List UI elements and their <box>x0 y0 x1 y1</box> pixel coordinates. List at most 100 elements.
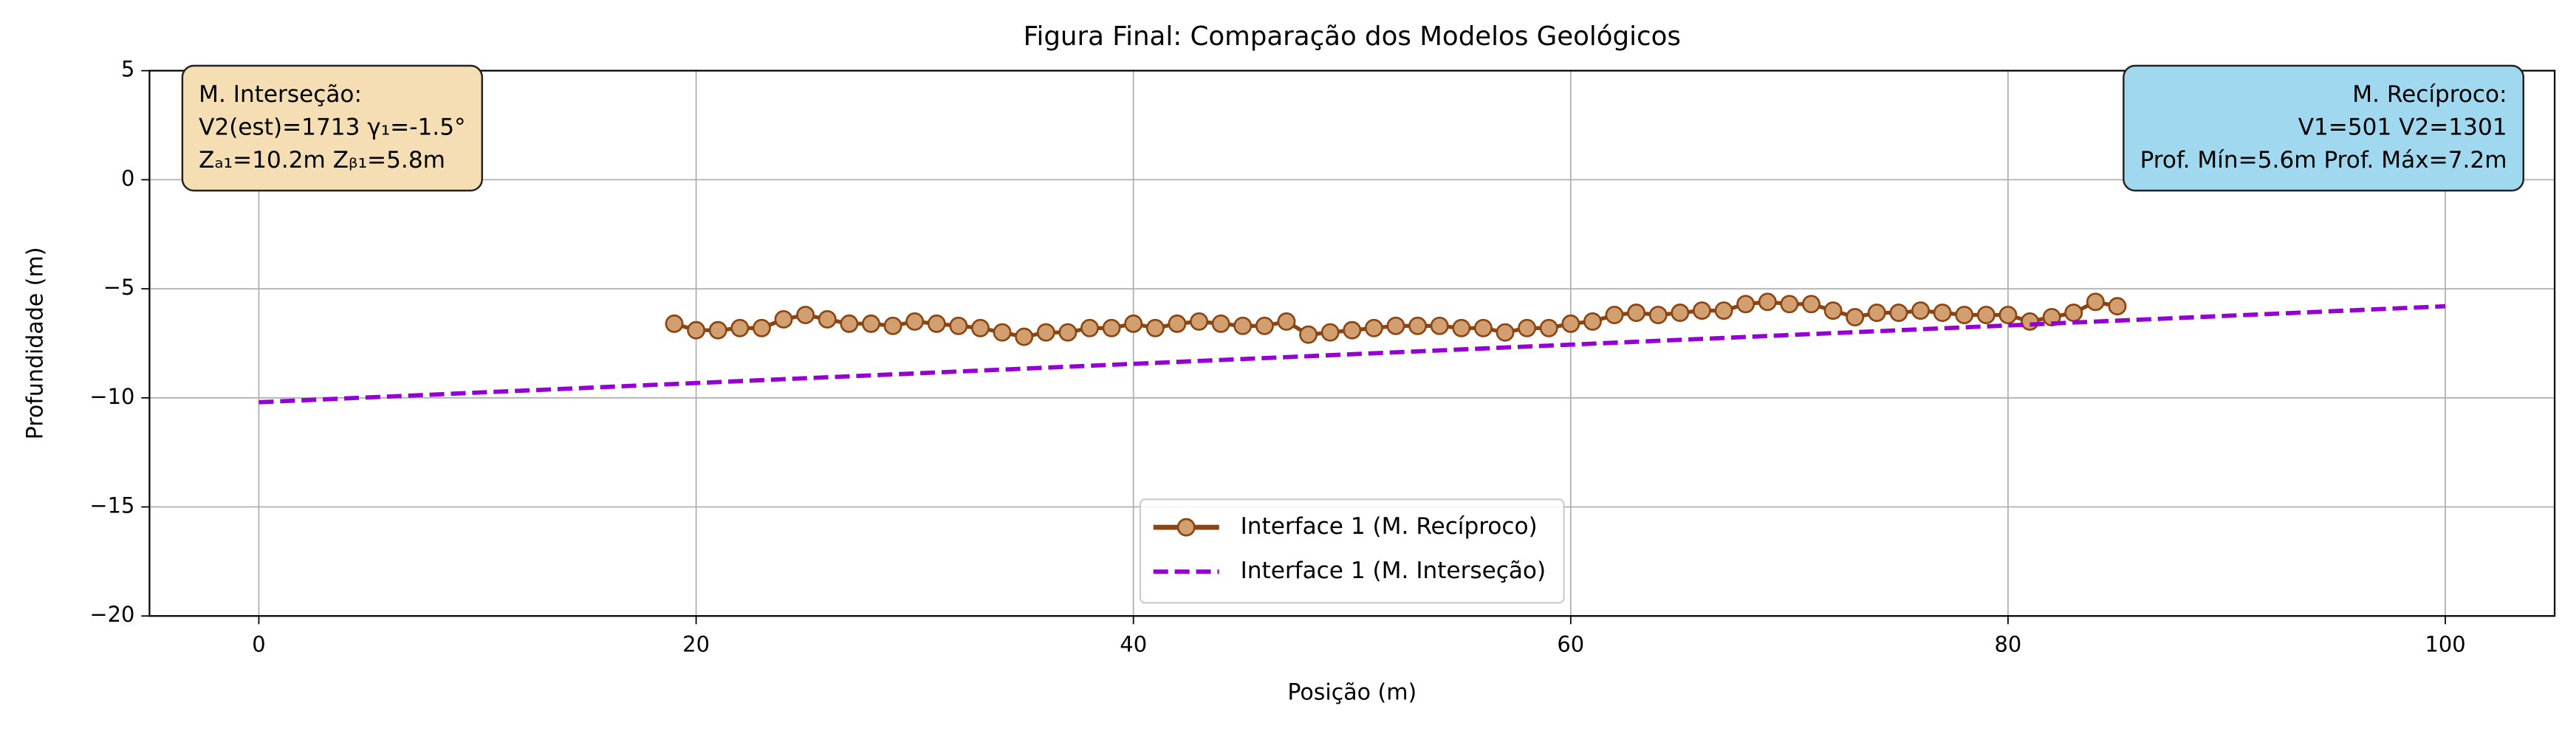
annotation: M. Interseção: V2(est)=1713 γ₁=-1.5° Zₐ₁=1… <box>181 64 484 192</box>
data-point <box>1277 312 1296 331</box>
data-point <box>818 310 837 329</box>
annotation-text: M. Recíproco: <box>2352 81 2507 108</box>
x-tick-label: 60 <box>1557 631 1584 656</box>
x-tick-label: 40 <box>1120 631 1147 656</box>
series-line <box>258 303 2446 405</box>
data-point <box>708 320 727 340</box>
data-point <box>970 318 990 337</box>
annotation-box <box>2123 64 2525 192</box>
data-point <box>1124 314 1143 333</box>
data-point <box>1518 318 1537 337</box>
y-axis-label: Profundidade (m) <box>22 247 48 440</box>
y-tick-label: −5 <box>103 275 135 300</box>
data-point <box>1998 306 2018 325</box>
legend-label: Interface 1 (M. Recíproco) <box>1241 513 1538 540</box>
data-point <box>861 314 880 333</box>
legend-box <box>1139 498 1565 604</box>
annotation-text: V1=501 V2=1301 <box>2298 114 2507 141</box>
data-point <box>730 318 750 337</box>
data-point <box>1933 303 1952 323</box>
x-tick-label: 20 <box>682 631 710 656</box>
data-point <box>1671 303 1690 323</box>
data-point <box>1539 318 1558 337</box>
data-point <box>1430 316 1449 335</box>
annotation-text: Zₐ₁=10.2m Zᵦ₁=5.8m <box>199 147 445 174</box>
data-point <box>2064 303 2083 323</box>
data-point <box>1823 301 1843 320</box>
data-point <box>752 318 771 337</box>
chart-title: Figura Final: Comparação dos Modelos Geo… <box>1024 21 1681 52</box>
annotation-text: M. Interseção: <box>199 81 362 108</box>
legend: Interface 1 (M. Recíproco) Interface 1 (M… <box>1139 498 1565 604</box>
data-point <box>1846 308 1865 326</box>
annotation: M. Recíproco: V1=501 V2=1301 Prof. Mín=5.6… <box>2123 64 2525 192</box>
data-point <box>774 310 793 329</box>
data-point <box>1233 316 1253 335</box>
y-tick-label: 5 <box>121 57 134 82</box>
data-point <box>796 306 815 325</box>
data-point <box>1255 316 1274 335</box>
data-point <box>993 323 1012 342</box>
data-point <box>1058 323 1078 342</box>
data-point <box>1692 301 1711 320</box>
y-tick-label: −15 <box>89 493 134 518</box>
data-point <box>1496 323 1515 342</box>
data-point <box>1473 318 1493 337</box>
data-point <box>1408 316 1428 335</box>
data-point <box>1168 314 1187 333</box>
data-point <box>1452 318 1471 337</box>
data-point <box>1605 306 1624 325</box>
annotation-text: Prof. Mín=5.6m Prof. Máx=7.2m <box>2140 147 2507 174</box>
data-point <box>1561 314 1580 333</box>
data-point <box>1583 312 1602 331</box>
data-point <box>2086 292 2105 312</box>
data-point <box>1648 306 1668 325</box>
data-point <box>1976 306 1996 325</box>
data-point <box>687 320 706 340</box>
x-axis-label: Posição (m) <box>1287 679 1417 705</box>
data-point <box>1780 295 1799 314</box>
data-point <box>1758 292 1777 312</box>
data-point <box>1015 327 1034 346</box>
legend-label: Interface 1 (M. Interseção) <box>1241 557 1546 584</box>
data-point <box>2108 297 2127 316</box>
data-point <box>1343 320 1362 340</box>
data-point <box>1299 325 1318 344</box>
annotation-text: V2(est)=1713 γ₁=-1.5° <box>199 114 465 141</box>
data-point <box>1364 318 1383 337</box>
x-tick-label: 80 <box>1995 631 2022 656</box>
data-point <box>1627 303 1646 323</box>
data-point <box>1102 318 1121 337</box>
data-point <box>665 314 684 333</box>
data-point <box>1386 316 1405 335</box>
data-point <box>840 314 859 333</box>
data-point <box>949 316 968 335</box>
data-point <box>1080 318 1099 337</box>
y-tick-label: 0 <box>121 165 134 191</box>
data-point <box>905 312 925 331</box>
data-point <box>1911 301 1930 320</box>
data-point <box>1145 318 1165 337</box>
data-point <box>1867 303 1886 323</box>
data-point <box>2021 312 2039 331</box>
y-tick-label: −20 <box>89 602 134 627</box>
legend-marker <box>1176 518 1196 537</box>
data-point <box>1736 295 1755 314</box>
data-point <box>883 316 902 335</box>
data-point <box>1211 314 1230 333</box>
plot-frame <box>148 69 2556 617</box>
data-point <box>927 314 946 333</box>
data-point <box>1955 306 1974 325</box>
y-tick-label: −10 <box>89 384 134 409</box>
x-tick-label: 0 <box>252 631 265 656</box>
data-point <box>1320 323 1340 342</box>
data-point <box>1036 323 1055 342</box>
x-tick-label: 100 <box>2425 631 2465 656</box>
data-point <box>1714 301 1733 320</box>
data-point <box>1190 312 1208 331</box>
data-point <box>1802 295 1820 314</box>
data-point <box>1889 303 1908 323</box>
annotation-box <box>181 64 484 192</box>
